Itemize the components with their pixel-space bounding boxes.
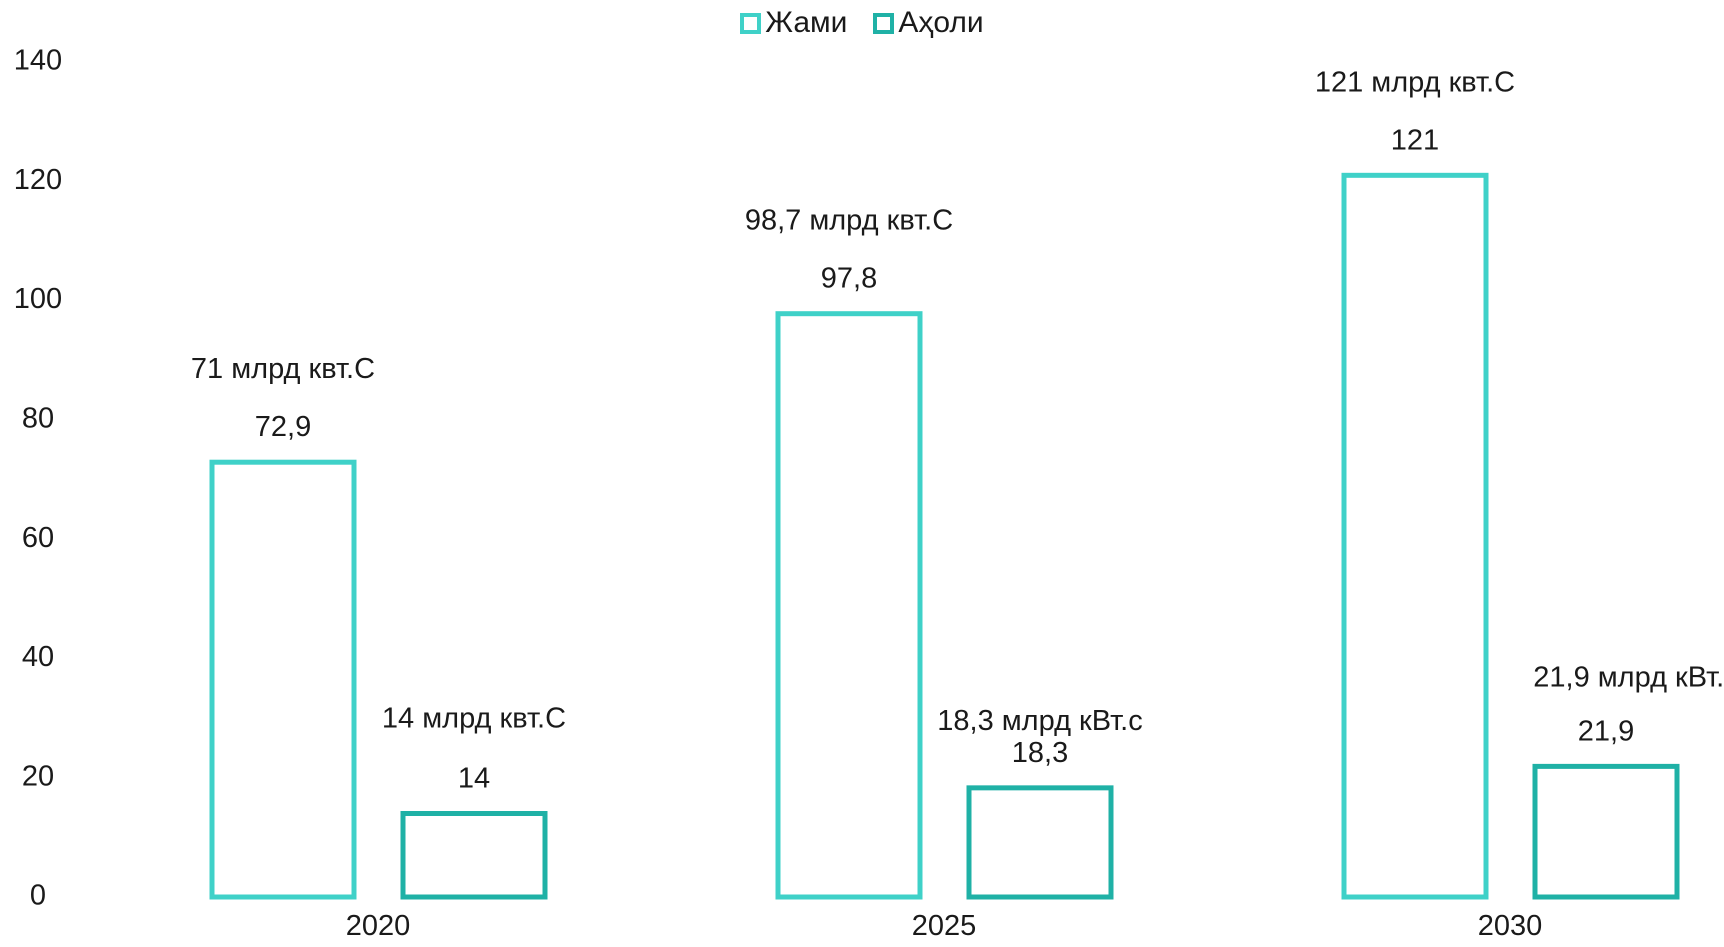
data-label: 14	[458, 763, 490, 795]
legend-label-total: Жами	[765, 6, 848, 39]
x-tick-label: 2020	[346, 910, 411, 942]
y-tick-label: 40	[22, 641, 54, 673]
y-tick-label: 100	[14, 283, 62, 315]
y-tick-label: 20	[22, 760, 54, 792]
legend-item-total: Жами	[740, 6, 847, 40]
data-label: 21,9	[1578, 715, 1634, 747]
x-tick-label: 2030	[1478, 910, 1543, 942]
annotation-label: 14 млрд квт.С	[382, 703, 566, 735]
bar-total	[209, 459, 357, 900]
bar-population	[400, 811, 548, 900]
data-label: 18,3	[1012, 737, 1068, 769]
legend-item-population: Аҳоли	[873, 6, 984, 40]
annotation-label: 71 млрд квт.С	[191, 353, 375, 385]
data-label: 121	[1391, 124, 1439, 156]
y-tick-label: 120	[14, 164, 62, 196]
legend-swatch-total	[740, 12, 762, 34]
annotation-label: 121 млрд квт.С	[1315, 66, 1515, 98]
annotation-label: 18,3 млрд кВт.с	[937, 705, 1143, 737]
y-tick-label: 60	[22, 522, 54, 554]
chart-legend: Жами Аҳоли	[0, 6, 1724, 40]
y-tick-label: 80	[22, 403, 54, 435]
legend-label-population: Аҳоли	[898, 6, 984, 39]
y-tick-label: 140	[14, 45, 62, 77]
x-tick-label: 2025	[912, 910, 977, 942]
data-label: 97,8	[821, 263, 877, 295]
bar-population	[1532, 763, 1680, 900]
annotation-label: 98,7 млрд квт.С	[745, 205, 953, 237]
bar-total	[775, 311, 923, 900]
bar-total	[1341, 172, 1489, 900]
bar-population	[966, 785, 1114, 900]
y-tick-label: 0	[30, 880, 46, 912]
annotation-label: 21,9 млрд кВт.с	[1533, 661, 1724, 693]
legend-swatch-population	[873, 12, 895, 34]
data-label: 72,9	[255, 411, 311, 443]
